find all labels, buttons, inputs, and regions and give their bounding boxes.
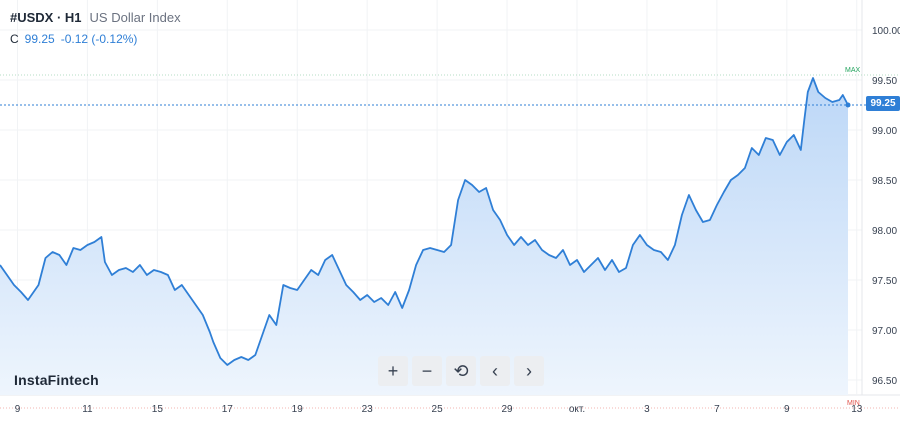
instrument-description: US Dollar Index xyxy=(89,10,181,25)
y-tick-label: 99.50 xyxy=(872,76,897,87)
price-change: -0.12 (-0.12%) xyxy=(60,32,138,46)
price-line xyxy=(0,77,849,366)
x-tick-label: 9 xyxy=(15,404,21,415)
y-tick-label: 97.50 xyxy=(872,276,897,287)
y-tick-label: 100.00 xyxy=(872,26,900,37)
x-tick-label: 25 xyxy=(432,404,444,415)
brand-logo: InstaFintech xyxy=(14,372,99,388)
x-tick-label: окт. xyxy=(569,404,585,415)
x-tick-label: 11 xyxy=(82,404,93,415)
quote-line: C 99.25 -0.12 (-0.12%) xyxy=(10,32,137,46)
x-tick-label: 3 xyxy=(644,404,650,415)
x-tick-label: 15 xyxy=(152,404,164,415)
close-value: 99.25 xyxy=(24,32,55,46)
y-tick-label: 96.50 xyxy=(872,376,897,387)
y-tick-label: 98.00 xyxy=(872,226,897,237)
x-tick-label: 29 xyxy=(501,404,513,415)
x-tick-label: 9 xyxy=(784,404,790,415)
zoom-out-button[interactable]: − xyxy=(412,356,442,386)
reset-zoom-button[interactable]: ⟲ xyxy=(446,356,476,386)
symbol-label: #USDX · H1 xyxy=(10,10,82,25)
min-label: MIN xyxy=(847,400,860,407)
scroll-right-button[interactable]: › xyxy=(514,356,544,386)
scroll-left-button[interactable]: ‹ xyxy=(480,356,510,386)
max-label: MAX xyxy=(845,67,861,74)
y-tick-label: 97.00 xyxy=(872,326,897,337)
last-price-dot xyxy=(845,102,851,108)
close-label: C xyxy=(10,32,19,46)
y-tick-label: 98.50 xyxy=(872,176,897,187)
x-tick-label: 17 xyxy=(222,404,234,415)
x-tick-label: 23 xyxy=(362,404,374,415)
x-tick-label: 7 xyxy=(714,404,720,415)
y-tick-label: 99.00 xyxy=(872,126,897,137)
x-axis: 9 11 15 17 19 23 25 29 окт. 3 7 9 13 xyxy=(15,404,863,415)
zoom-in-button[interactable]: + xyxy=(378,356,408,386)
chart-header: #USDX · H1 US Dollar Index xyxy=(10,10,181,25)
x-tick-label: 13 xyxy=(851,404,863,415)
x-tick-label: 19 xyxy=(292,404,304,415)
price-area-fill xyxy=(0,78,848,395)
current-price-tag: 99.25 xyxy=(866,96,900,111)
y-axis: 100.00 99.50 99.00 98.50 98.00 97.50 97.00 96.5… xyxy=(872,26,900,387)
chart-toolbar: + − ⟲ ‹ › xyxy=(378,356,544,386)
